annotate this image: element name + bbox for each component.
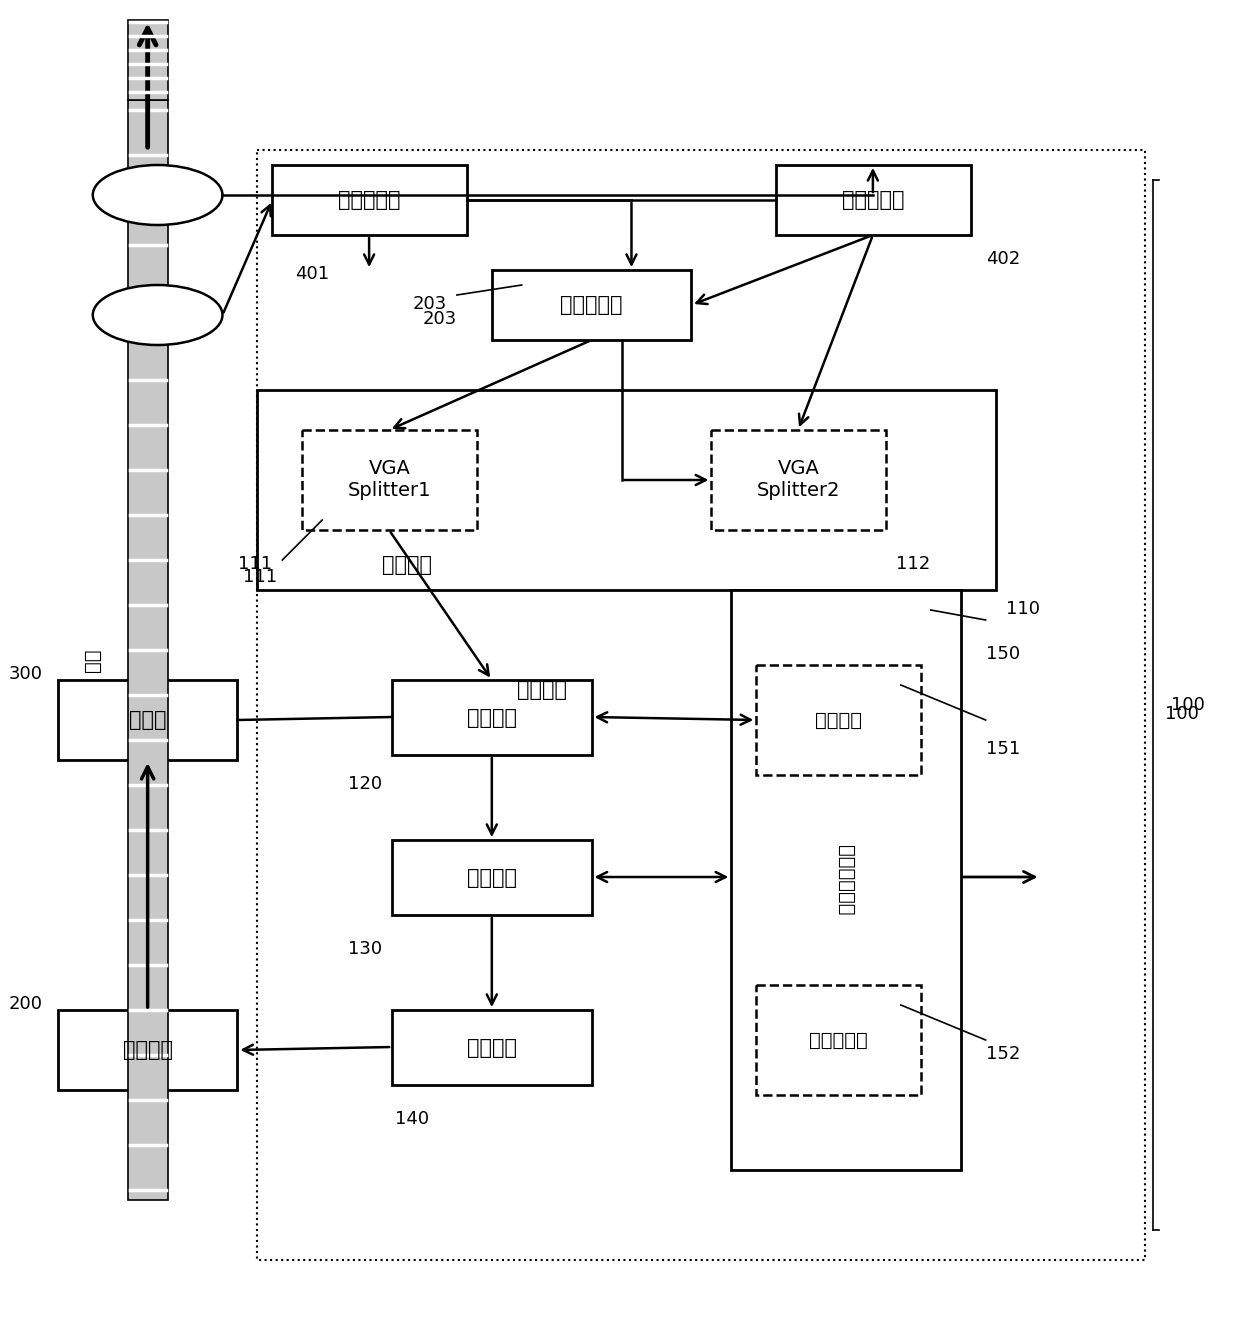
Bar [756,985,921,1095]
Text: 执行机构: 执行机构 [123,1040,172,1060]
Text: 100: 100 [1172,696,1205,714]
Text: 140: 140 [396,1110,429,1129]
Bar [392,1011,591,1084]
Bar [776,165,971,235]
Text: VGA
Splitter1: VGA Splitter1 [347,459,432,501]
Text: 数据输出单元: 数据输出单元 [837,844,856,915]
Text: 111: 111 [238,556,273,573]
Text: 401: 401 [295,264,330,283]
Bar [756,666,921,774]
Text: VGA
Splitter2: VGA Splitter2 [756,459,841,501]
Bar [273,165,467,235]
Text: 402: 402 [986,250,1019,268]
Text: 110: 110 [1006,600,1039,619]
Text: 第二测厚仪: 第二测厚仪 [842,191,905,209]
Text: 判识单元: 判识单元 [466,867,517,887]
Text: 挤出机: 挤出机 [129,710,166,730]
Bar [258,391,996,590]
Bar [58,1011,237,1090]
Bar [392,840,591,915]
Text: 130: 130 [348,939,382,958]
Text: 300: 300 [9,666,43,683]
Bar [303,429,477,530]
Bar [712,429,885,530]
Text: 薄膜: 薄膜 [83,648,102,672]
Text: 112: 112 [895,556,930,573]
Text: 第一测厚仪: 第一测厚仪 [339,191,401,209]
Text: 200: 200 [9,994,43,1013]
Text: 100: 100 [1166,705,1199,723]
Text: 150: 150 [986,646,1019,663]
Text: 计算单元: 计算单元 [466,707,517,727]
Text: 报警模块: 报警模块 [815,710,862,730]
Text: 采集单元: 采集单元 [382,556,432,574]
Text: 120: 120 [348,774,382,793]
Text: 152: 152 [986,1045,1021,1063]
Bar [58,680,237,760]
Text: 调节单元: 调节单元 [466,1037,517,1057]
Ellipse shape [93,285,222,345]
Text: 203: 203 [423,310,456,327]
Bar [492,270,692,340]
Text: 采集单元: 采集单元 [517,680,567,701]
Bar [258,150,1146,1260]
Bar [128,101,167,1200]
Bar [128,20,167,101]
Bar [392,680,591,756]
Text: 111: 111 [243,568,278,586]
Ellipse shape [93,165,222,225]
Text: 监视显示器: 监视显示器 [808,1031,868,1049]
Text: 151: 151 [986,739,1019,758]
Bar [732,590,961,1170]
Text: 仪器显示器: 仪器显示器 [560,295,622,315]
Text: 203: 203 [413,295,446,313]
